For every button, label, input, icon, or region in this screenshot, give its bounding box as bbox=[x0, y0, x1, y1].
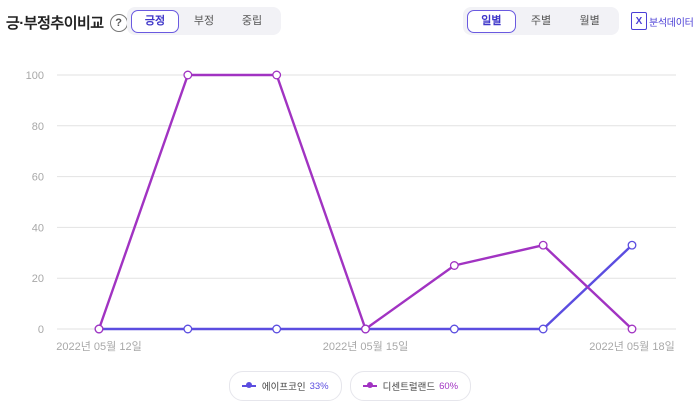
series-2-point-1 bbox=[94, 324, 104, 334]
series-2-point-4 bbox=[361, 324, 370, 334]
sentiment-tab-group: 긍정 부정 중립 bbox=[127, 7, 281, 35]
series-2-point-7 bbox=[627, 324, 637, 334]
tab-positive[interactable]: 긍정 bbox=[131, 9, 179, 33]
series-2-point-3 bbox=[272, 70, 282, 80]
legend-label-series-2: 디센트럴랜드 bbox=[382, 382, 436, 393]
x-tick-label-2: 2022년 05월 15일 bbox=[323, 339, 408, 353]
series-1-point-2 bbox=[183, 324, 193, 334]
period-tab-group: 일별 주별 월별 bbox=[463, 7, 619, 35]
tab-monthly[interactable]: 월별 bbox=[579, 15, 600, 27]
y-tick-label-0: 0 bbox=[38, 324, 44, 336]
legend-percent-series-2: 60% bbox=[439, 380, 459, 392]
y-tick-label-80: 80 bbox=[32, 121, 44, 133]
series-1-point-3 bbox=[272, 324, 282, 334]
excel-icon: X bbox=[631, 12, 647, 30]
export-data-label: 분석데이터 bbox=[649, 17, 694, 29]
legend-swatch-series-2 bbox=[362, 382, 377, 388]
x-tick-label-3: 2022년 05월 18일 bbox=[589, 339, 674, 353]
legend-percent-series-1: 33% bbox=[309, 380, 329, 392]
series-1-point-7 bbox=[627, 240, 637, 250]
legend-item-series-2[interactable]: 디센트럴랜드 60% bbox=[349, 371, 472, 401]
y-tick-label-100: 100 bbox=[26, 70, 44, 82]
legend-item-series-1[interactable]: 에이프코인 33% bbox=[228, 371, 342, 401]
x-tick-label-1: 2022년 05월 12일 bbox=[56, 339, 141, 353]
tab-neutral[interactable]: 중립 bbox=[241, 15, 263, 27]
series-1-point-6 bbox=[538, 324, 548, 334]
line-chart: 0 20 40 60 80 100 2022년 05월 12일 2022년 05월 15일 20… bbox=[26, 70, 676, 353]
tab-daily[interactable]: 일별 bbox=[467, 9, 516, 33]
tab-negative[interactable]: 부정 bbox=[193, 15, 215, 27]
series-2-point-6 bbox=[538, 240, 548, 250]
series-line-1 bbox=[99, 244, 633, 331]
y-tick-label-20: 20 bbox=[32, 273, 44, 285]
export-data-button[interactable]: X 분석데이터 bbox=[631, 12, 694, 30]
page-title: 긍·부정추이비교 bbox=[6, 15, 104, 32]
y-tick-label-40: 40 bbox=[32, 222, 44, 234]
y-tick-label-60: 60 bbox=[32, 172, 44, 184]
series-2-point-5 bbox=[449, 261, 459, 270]
series-line-2 bbox=[97, 73, 633, 331]
legend-swatch-series-1 bbox=[241, 382, 256, 388]
series-1-point-5 bbox=[449, 324, 459, 334]
tab-weekly[interactable]: 주별 bbox=[530, 15, 552, 27]
series-2-point-2 bbox=[183, 70, 193, 80]
chart-legend: 에이프코인 33% 디센트럴랜드 60% bbox=[0, 371, 700, 401]
legend-label-series-1: 에이프코인 bbox=[261, 382, 306, 393]
